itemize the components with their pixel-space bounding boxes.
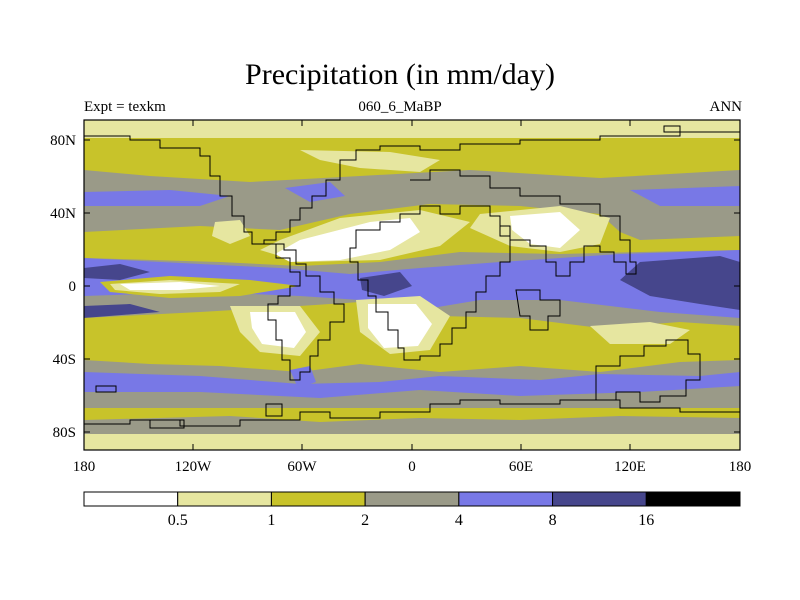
- north-light-patch: [300, 150, 440, 172]
- period-label: 060_6_MaBP: [358, 99, 442, 115]
- lon-label-180e: 180: [729, 459, 752, 475]
- colorbar-box-6: [645, 491, 741, 507]
- colorbar-box-0: [83, 491, 179, 507]
- arabia-white: [510, 212, 580, 248]
- atlantic-storm-track: [285, 182, 345, 202]
- sahara-white: [275, 218, 420, 262]
- lat-label-40n: 40N: [50, 206, 76, 222]
- arctic-island: [663, 125, 681, 133]
- colorbar-box-1: [177, 491, 272, 507]
- antarctic-light: [84, 434, 740, 450]
- arctic-coast: [84, 131, 740, 245]
- eq-dry-tongue-white: [120, 282, 220, 290]
- west-pacific-heavy: [620, 256, 740, 310]
- south-pacific-heavy: [84, 304, 160, 318]
- colorbar-label-5: 16: [638, 512, 654, 529]
- lon-label-60e: 60E: [509, 459, 533, 475]
- antarctic-island-2: [265, 403, 283, 417]
- colorbar-label-0: 0.5: [168, 512, 188, 529]
- precip-field: [84, 120, 740, 450]
- africa-coast: [349, 205, 511, 361]
- experiment-label: Expt = texkm: [84, 99, 166, 115]
- colorbar-label-1: 1: [267, 512, 275, 529]
- colorbar-box-4: [458, 491, 554, 507]
- india-coast: [515, 289, 561, 331]
- colorbar-box-3: [364, 491, 460, 507]
- lat-tick-labels: 80N 40N 0 40S 80S: [50, 133, 76, 441]
- pacific-storm-track: [84, 190, 230, 206]
- lon-label-0: 0: [408, 459, 416, 475]
- colorbar-box-2: [270, 491, 366, 507]
- antarctic-grey: [84, 416, 740, 436]
- asia-coast: [410, 169, 637, 277]
- lon-tick-marks: [83, 120, 741, 450]
- australia-coast: [595, 339, 701, 403]
- plot-title: Precipitation (in mm/day): [245, 58, 555, 91]
- south-america-coast: [264, 243, 345, 381]
- itcz-band: [84, 250, 740, 318]
- aus-dry-light: [590, 322, 690, 344]
- colorbar-box-5: [552, 491, 647, 507]
- southern-storm-track: [84, 372, 740, 398]
- sa-dry-white: [250, 312, 306, 348]
- arctic-light-band: [84, 120, 740, 140]
- southern-island: [95, 385, 117, 393]
- lon-label-60w: 60W: [287, 459, 317, 475]
- coastlines: [84, 125, 740, 429]
- season-label: ANN: [709, 99, 743, 115]
- na-dry-patch: [212, 220, 250, 244]
- pacific-storm-track-west: [630, 186, 740, 206]
- colorbar-label-4: 8: [549, 512, 557, 529]
- lat-label-80n: 80N: [50, 133, 76, 149]
- lat-label-0: 0: [69, 279, 77, 295]
- colorbar: 0.5 1 2 4 8 16: [83, 491, 741, 529]
- east-pacific-heavy: [84, 264, 150, 280]
- lon-tick-labels: 180 120W 60W 0 60E 120E 180: [73, 459, 752, 475]
- lon-label-120e: 120E: [614, 459, 646, 475]
- lat-label-80s: 80S: [53, 425, 76, 441]
- antarctic-island-1: [149, 419, 185, 429]
- colorbar-label-3: 4: [455, 512, 463, 529]
- africa-heavy: [360, 272, 412, 296]
- antarctica-coast: [84, 399, 740, 427]
- lat-label-40s: 40S: [53, 352, 76, 368]
- af-dry-white: [368, 304, 432, 348]
- lon-label-120w: 120W: [175, 459, 213, 475]
- colorbar-label-2: 2: [361, 512, 369, 529]
- lon-label-180w: 180: [73, 459, 96, 475]
- lat-tick-marks: [84, 139, 740, 433]
